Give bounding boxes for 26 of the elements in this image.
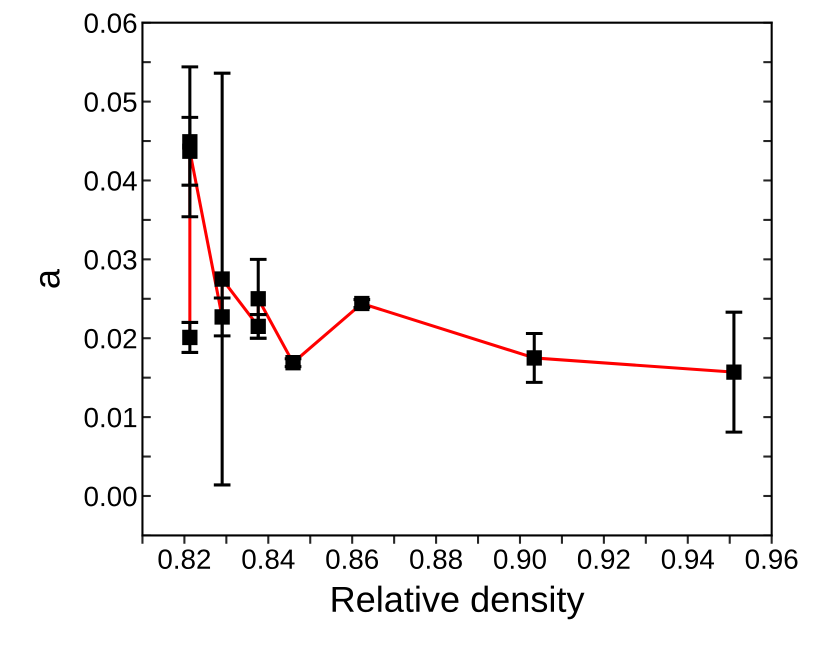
- point: [214, 271, 230, 287]
- y-tick-label: 0.04: [84, 171, 137, 191]
- x-tick-label: 0.82: [158, 549, 210, 570]
- point: [182, 144, 198, 159]
- point: [250, 318, 266, 334]
- x-tick-label: 0.96: [746, 549, 798, 570]
- y-tick-label: 0.02: [84, 328, 136, 349]
- point: [214, 309, 230, 325]
- point: [726, 364, 742, 380]
- x-tick-label: 0.90: [494, 549, 546, 570]
- point: [182, 330, 198, 346]
- x-tick-label: 0.84: [242, 549, 295, 570]
- point: [250, 291, 266, 306]
- y-tick-label: 0.05: [84, 92, 136, 112]
- y-tick-label: 0.01: [84, 408, 136, 428]
- y-tick-label: 0.06: [84, 13, 136, 34]
- x-tick-label: 0.92: [578, 549, 630, 570]
- point: [354, 296, 370, 312]
- y-axis-title: a: [40, 269, 60, 288]
- x-axis-title: Relative density: [332, 586, 584, 620]
- point: [526, 350, 542, 366]
- y-tick-label: 0.03: [84, 250, 136, 270]
- x-tick-label: 0.86: [326, 549, 378, 570]
- y-tick-label: 0.00: [84, 486, 137, 506]
- x-tick-label: 0.94: [662, 549, 714, 570]
- x-tick-label: 0.88: [410, 549, 462, 570]
